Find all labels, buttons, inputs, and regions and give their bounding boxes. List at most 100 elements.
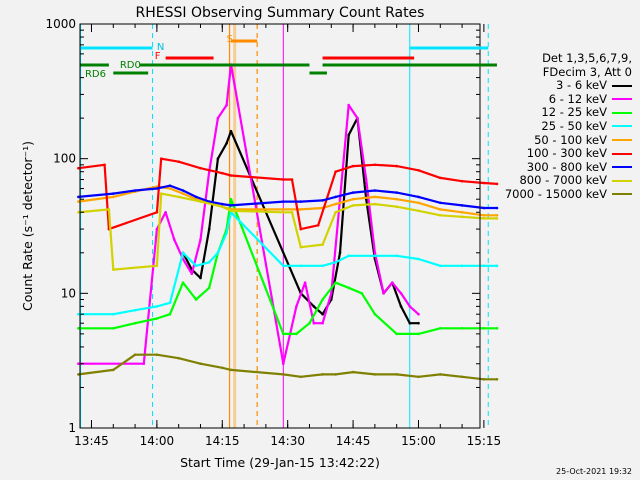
- data-point-5-3: [155, 211, 159, 214]
- series-line-7: [78, 192, 497, 271]
- data-point-1-2: [155, 227, 159, 231]
- data-point-7-15: [373, 202, 377, 206]
- legend-swatch-8: [612, 193, 632, 196]
- annot-rd0-label: RD0: [120, 60, 141, 71]
- legend-header-line-2: FDecim 3, Att 0: [542, 64, 632, 79]
- data-point-5-19: [460, 179, 464, 183]
- data-point-7-11: [299, 245, 303, 249]
- data-point-8-2: [133, 353, 137, 357]
- data-point-3-14: [334, 261, 337, 264]
- data-point-5-8: [229, 174, 233, 177]
- data-point-5-21: [495, 182, 499, 186]
- annot-saa-label: S: [227, 34, 233, 45]
- data-point-4-14: [351, 197, 355, 201]
- data-point-7-4: [159, 192, 163, 195]
- data-point-6-15: [373, 189, 377, 192]
- data-point-1-22: [373, 251, 377, 255]
- data-point-1-24: [391, 281, 394, 285]
- legend-swatch-3: [612, 125, 632, 128]
- data-point-7-18: [439, 214, 442, 217]
- data-point-3-19: [439, 264, 442, 268]
- data-point-2-0: [77, 327, 80, 330]
- legend-label-4: 50 - 100 keV: [534, 132, 607, 147]
- data-point-7-16: [395, 205, 399, 208]
- data-point-1-9: [216, 116, 220, 120]
- x-tick-label-6: 15:15: [467, 434, 502, 448]
- data-point-3-0: [77, 312, 80, 316]
- data-point-7-21: [495, 217, 499, 220]
- legend: Det 1,3,5,6,7,9, FDecim 3, Att 0 3 - 6 k…: [474, 51, 632, 202]
- data-point-8-4: [177, 356, 180, 360]
- data-point-4-13: [334, 202, 337, 206]
- data-point-4-16: [395, 197, 399, 201]
- x-tick-label-4: 14:45: [336, 434, 371, 448]
- annot-rd6-label: RD6: [85, 69, 106, 80]
- data-point-0-18: [399, 305, 403, 308]
- data-point-1-15: [312, 321, 316, 325]
- legend-label-0: 3 - 6 keV: [556, 78, 607, 93]
- data-point-1-3: [164, 211, 167, 214]
- legend-entry-4: 50 - 100 keV: [474, 132, 632, 148]
- data-point-7-9: [282, 211, 285, 214]
- legend-label-2: 12 - 25 keV: [541, 105, 607, 120]
- data-point-8-7: [229, 368, 233, 372]
- data-point-1-6: [190, 272, 194, 276]
- data-point-1-20: [356, 116, 359, 120]
- data-point-2-12: [295, 332, 298, 336]
- legend-entry-1: 6 - 12 keV: [474, 92, 632, 107]
- data-point-4-4: [168, 187, 172, 190]
- data-point-5-5: [177, 160, 180, 163]
- data-point-0-20: [417, 321, 420, 325]
- data-point-3-16: [373, 254, 377, 258]
- x-axis-label: Start Time (29-Jan-15 13:42:22): [180, 455, 380, 470]
- data-point-0-12: [347, 133, 351, 137]
- series-line-5: [78, 157, 498, 231]
- data-point-6-2: [133, 189, 137, 192]
- legend-swatch-1: [612, 98, 632, 101]
- data-point-3-3: [155, 305, 159, 308]
- data-point-8-3: [155, 353, 159, 357]
- data-point-6-9: [229, 204, 233, 207]
- series-layer: [77, 63, 499, 381]
- y-axis-label: Count Rate (s⁻¹ detector⁻¹): [20, 141, 35, 311]
- data-point-4-0: [77, 200, 80, 203]
- data-point-2-14: [321, 298, 324, 301]
- legend-entry-7: 800 - 7000 keV: [474, 174, 632, 188]
- data-point-2-16: [347, 286, 351, 290]
- data-point-5-7: [221, 171, 224, 175]
- data-point-3-13: [321, 264, 324, 268]
- data-point-6-1: [112, 192, 115, 195]
- data-point-4-19: [460, 211, 464, 214]
- data-point-5-15: [373, 163, 377, 167]
- data-point-2-10: [229, 197, 233, 201]
- data-point-7-3: [155, 264, 159, 268]
- data-point-2-7: [207, 286, 211, 290]
- data-point-1-10: [225, 103, 228, 107]
- data-point-2-23: [482, 327, 486, 330]
- data-point-5-4: [159, 157, 163, 160]
- data-point-7-20: [482, 217, 486, 220]
- data-point-2-20: [417, 332, 420, 336]
- data-point-7-2: [112, 268, 115, 271]
- data-point-2-15: [334, 281, 337, 285]
- data-point-5-16: [395, 164, 399, 168]
- data-point-7-7: [221, 205, 224, 208]
- data-point-6-12: [321, 199, 324, 202]
- data-point-1-26: [408, 305, 412, 308]
- data-point-4-20: [482, 214, 486, 217]
- data-point-2-13: [308, 321, 311, 325]
- data-point-1-16: [321, 321, 324, 325]
- data-point-5-10: [290, 178, 294, 181]
- legend-label-8: 7000 - 15000 keV: [504, 186, 607, 201]
- legend-swatch-2: [612, 111, 632, 114]
- series-line-6: [78, 184, 497, 210]
- data-point-8-13: [373, 373, 377, 376]
- data-point-5-14: [351, 164, 355, 168]
- data-point-7-10: [290, 211, 294, 214]
- data-point-8-14: [395, 373, 399, 376]
- plot-frame: [79, 23, 481, 429]
- annot-night-label: N: [157, 42, 164, 53]
- series-line-1: [78, 63, 420, 365]
- data-point-8-12: [351, 370, 355, 374]
